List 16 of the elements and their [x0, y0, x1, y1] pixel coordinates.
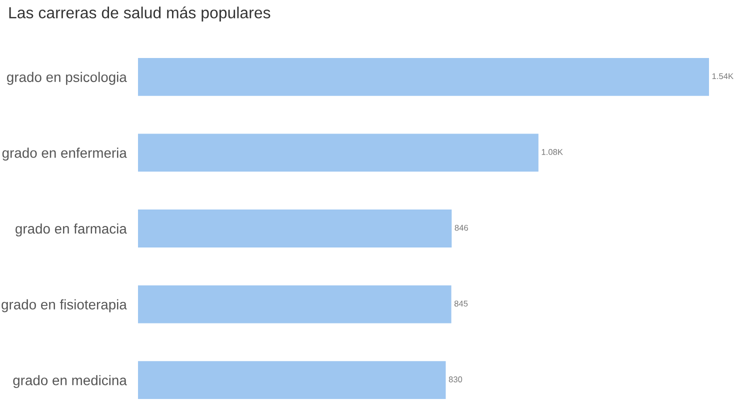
data-label: 846	[454, 224, 468, 231]
y-tick-label: grado en fisioterapia	[2, 299, 127, 312]
data-label: 1.54K	[712, 73, 734, 80]
bar	[138, 210, 452, 248]
bar	[138, 285, 452, 324]
y-tick-label: grado en enfermeria	[2, 148, 127, 161]
data-label: 845	[454, 300, 468, 307]
data-label: 1.08K	[542, 149, 563, 155]
data-label: 830	[448, 376, 462, 382]
y-tick-label: grado en farmacia	[16, 223, 127, 236]
y-tick-label: grado en medicina	[13, 375, 127, 388]
y-tick-label: grado en psicologia	[7, 72, 127, 85]
bar	[138, 361, 446, 400]
bar	[138, 58, 709, 96]
bar	[138, 134, 538, 172]
chart-title: Las carreras de salud más populares	[9, 6, 270, 22]
